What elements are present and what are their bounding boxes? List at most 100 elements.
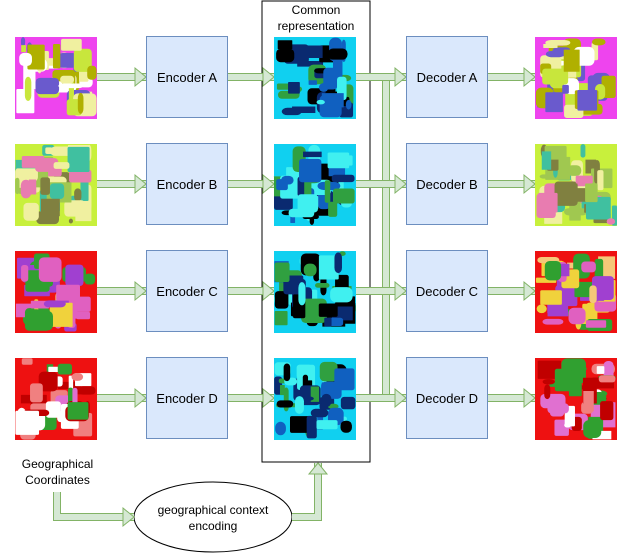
thumb-patch	[585, 183, 598, 203]
thumb-patch	[310, 408, 329, 418]
arrow-head	[394, 173, 407, 195]
thumb-patch	[574, 281, 594, 298]
thumb-patch	[538, 192, 558, 213]
arrow-head	[394, 66, 407, 88]
arrow-head	[134, 173, 147, 195]
thumb-patch	[298, 282, 306, 306]
thumb-patch	[597, 170, 604, 191]
thumb-patch	[61, 38, 82, 51]
thumb-patch	[332, 55, 343, 79]
thumb-patch	[319, 361, 338, 382]
context-label: geographical context encoding	[157, 503, 269, 533]
thumb-patch	[65, 264, 84, 287]
thumb-patch	[71, 372, 84, 381]
arrow-head	[262, 280, 275, 302]
thumbnail	[15, 144, 97, 226]
arrow-head	[523, 173, 536, 195]
arrow-head	[307, 462, 329, 475]
arrow-head	[394, 280, 407, 302]
thumbnail	[274, 37, 356, 119]
encoder: Encoder C	[146, 250, 228, 332]
arrow-head	[262, 387, 275, 409]
thumb-patch	[21, 358, 33, 365]
thumbnail	[15, 251, 97, 333]
thumb-patch	[60, 75, 74, 84]
thumb-patch	[585, 196, 611, 220]
thumb-patch	[38, 371, 58, 392]
thumb-patch	[562, 188, 588, 202]
encoder: Encoder A	[146, 36, 228, 118]
thumb-patch	[316, 420, 338, 430]
thumb-patch	[69, 170, 92, 183]
thumb-patch	[541, 151, 552, 170]
thumb-patch	[583, 420, 602, 439]
thumb-patch	[52, 44, 61, 69]
thumb-patch	[43, 300, 66, 308]
thumb-patch	[539, 174, 549, 179]
arrow-head	[134, 66, 147, 88]
thumb-patch	[327, 152, 350, 169]
thumb-patch	[23, 202, 39, 221]
thumb-patch	[274, 311, 288, 326]
decoder: Decoder C	[406, 250, 488, 332]
thumb-patch	[545, 50, 565, 58]
thumb-patch	[606, 218, 616, 225]
arrow-head	[394, 387, 407, 409]
common-title: Common representation	[277, 3, 355, 33]
thumb-patch	[56, 284, 80, 301]
thumb-patch	[591, 276, 614, 300]
thumb-patch	[303, 151, 322, 158]
thumb-patch	[589, 285, 597, 304]
thumb-patch	[568, 307, 586, 325]
thumb-patch	[334, 252, 342, 274]
thumb-patch	[84, 273, 96, 285]
thumb-patch	[15, 166, 38, 183]
thumb-patch	[20, 179, 32, 199]
thumb-patch	[299, 158, 322, 183]
arrow-head	[262, 66, 275, 88]
thumb-patch	[72, 387, 78, 405]
thumb-patch	[562, 84, 569, 94]
thumbnail	[274, 144, 356, 226]
thumb-patch	[57, 53, 78, 68]
thumb-patch	[58, 83, 84, 89]
thumb-patch	[49, 302, 73, 327]
thumb-patch	[308, 80, 317, 85]
thumb-patch	[585, 320, 607, 328]
thumb-patch	[276, 48, 295, 63]
thumb-patch	[330, 287, 353, 303]
thumb-patch	[306, 415, 317, 439]
thumb-patch	[49, 183, 65, 199]
thumb-patch	[591, 38, 606, 46]
thumb-patch	[64, 200, 86, 217]
thumb-patch	[570, 366, 587, 371]
thumb-patch	[74, 188, 82, 202]
thumb-patch	[19, 52, 32, 67]
thumb-patch	[35, 77, 60, 95]
thumb-patch	[67, 146, 90, 172]
thumb-patch	[545, 92, 563, 113]
thumb-patch	[549, 399, 565, 417]
thumb-patch	[600, 401, 614, 421]
thumb-patch	[321, 93, 344, 108]
thumb-patch	[274, 291, 289, 309]
thumb-patch	[73, 48, 92, 72]
thumb-patch	[27, 44, 45, 70]
thumb-patch	[77, 92, 84, 114]
arrow-head	[262, 173, 275, 195]
thumbnail	[15, 37, 97, 119]
thumb-patch	[563, 49, 580, 72]
thumb-patch	[275, 421, 286, 436]
thumbnail	[535, 144, 617, 226]
thumb-patch	[281, 107, 302, 116]
thumb-patch	[40, 198, 60, 217]
arrow-head	[134, 387, 147, 409]
thumb-patch	[324, 317, 332, 327]
thumb-patch	[583, 390, 594, 412]
thumb-patch	[544, 384, 551, 400]
thumb-patch	[580, 144, 586, 158]
thumb-patch	[334, 368, 355, 391]
thumb-patch	[300, 396, 314, 401]
thumb-patch	[318, 303, 338, 317]
thumb-patch	[21, 45, 27, 53]
